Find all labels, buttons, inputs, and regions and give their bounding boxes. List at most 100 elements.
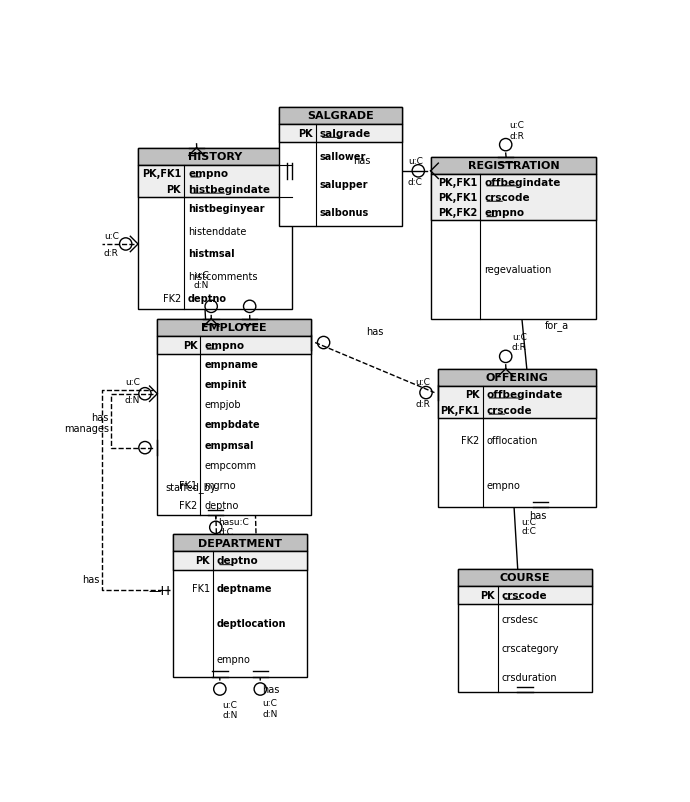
Text: empno: empno	[204, 340, 244, 350]
Text: has: has	[366, 327, 384, 337]
Bar	[157, 319, 311, 516]
Text: u:C: u:C	[126, 378, 140, 387]
Text: has: has	[91, 412, 109, 423]
Text: offbegindate: offbegindate	[484, 177, 560, 188]
Bar	[438, 387, 596, 419]
Text: empno: empno	[484, 209, 524, 218]
Text: crsduration: crsduration	[502, 673, 558, 683]
Text: —H: —H	[148, 584, 170, 597]
Text: offbegindate: offbegindate	[486, 389, 563, 399]
Text: u:C
d:N: u:C d:N	[222, 700, 237, 719]
Bar	[457, 569, 592, 692]
Text: PK: PK	[183, 340, 197, 350]
Bar	[431, 158, 596, 319]
Text: PK: PK	[480, 590, 495, 601]
Bar	[157, 319, 311, 336]
Text: PK: PK	[166, 184, 181, 195]
Text: PK,FK1: PK,FK1	[438, 177, 477, 188]
Text: empmsal: empmsal	[204, 440, 254, 450]
Text: u:C: u:C	[415, 378, 431, 387]
Text: empno: empno	[217, 654, 251, 664]
Text: crscode: crscode	[502, 590, 547, 601]
Text: crscode: crscode	[486, 405, 532, 415]
Text: d:R: d:R	[104, 249, 119, 257]
Text: FK1: FK1	[192, 583, 210, 593]
Text: regevaluation: regevaluation	[484, 265, 551, 275]
Text: d:C: d:C	[522, 526, 537, 535]
Text: histcomments: histcomments	[188, 271, 257, 282]
Bar	[138, 148, 292, 310]
Text: PK: PK	[298, 129, 313, 139]
Text: DEPARTMENT: DEPARTMENT	[198, 538, 282, 548]
Text: REGISTRATION: REGISTRATION	[468, 161, 559, 171]
Text: salbonus: salbonus	[319, 208, 369, 218]
Text: deptname: deptname	[217, 583, 273, 593]
Text: d:C: d:C	[218, 527, 233, 536]
Text: PK: PK	[465, 389, 480, 399]
Text: histbeginyear: histbeginyear	[188, 204, 264, 214]
Text: histbegindate: histbegindate	[188, 184, 270, 195]
Bar	[438, 369, 596, 387]
Bar	[431, 158, 596, 175]
Text: deptno: deptno	[204, 500, 239, 510]
Bar	[279, 124, 402, 143]
Text: offlocation: offlocation	[486, 435, 538, 446]
Text: histmsal: histmsal	[188, 249, 235, 259]
Text: empcomm: empcomm	[204, 460, 256, 470]
Text: HISTORY: HISTORY	[188, 152, 242, 162]
Text: u:C: u:C	[522, 517, 537, 526]
Text: empno: empno	[486, 480, 520, 490]
Text: u:C
d:N: u:C d:N	[263, 699, 278, 718]
Bar	[138, 148, 292, 165]
Text: crsdesc: crsdesc	[502, 614, 539, 624]
Text: d:N: d:N	[125, 395, 140, 405]
Text: deptno: deptno	[217, 556, 259, 565]
Text: u:C: u:C	[104, 232, 119, 241]
Text: empname: empname	[204, 359, 258, 370]
Text: empbdate: empbdate	[204, 420, 260, 430]
Text: u:C
d:R: u:C d:R	[512, 333, 526, 352]
Text: u:C: u:C	[408, 156, 423, 165]
Text: PK: PK	[195, 556, 210, 565]
Text: deptno: deptno	[188, 294, 227, 304]
Text: hasu:C: hasu:C	[218, 517, 249, 527]
Bar	[438, 369, 596, 508]
Text: mgrno: mgrno	[204, 480, 236, 490]
Text: EMPLOYEE: EMPLOYEE	[201, 322, 267, 333]
Bar	[431, 175, 596, 221]
Text: has: has	[529, 510, 546, 520]
Bar	[172, 535, 308, 677]
Text: salupper: salupper	[319, 180, 368, 190]
Text: empinit: empinit	[204, 380, 246, 390]
Text: has: has	[263, 685, 280, 695]
Text: PK,FK2: PK,FK2	[438, 209, 477, 218]
Bar	[279, 107, 402, 124]
Text: SALGRADE: SALGRADE	[307, 111, 374, 121]
Text: crscode: crscode	[484, 192, 530, 203]
Text: has: has	[353, 156, 370, 165]
Bar	[279, 107, 402, 227]
Text: FK2: FK2	[179, 500, 197, 510]
Text: deptlocation: deptlocation	[217, 618, 286, 629]
Text: staffed_by: staffed_by	[165, 481, 216, 492]
Bar	[172, 552, 308, 570]
Text: FK2: FK2	[163, 294, 181, 304]
Text: crscategory: crscategory	[502, 643, 560, 654]
Text: PK,FK1: PK,FK1	[142, 168, 181, 179]
Text: for_a: for_a	[545, 319, 569, 330]
Text: manages: manages	[63, 423, 109, 434]
Text: sallower: sallower	[319, 152, 366, 162]
Text: empjob: empjob	[204, 400, 241, 410]
Text: histenddate: histenddate	[188, 226, 246, 237]
Bar	[457, 569, 592, 586]
Bar	[138, 165, 292, 198]
Text: u:C
d:N: u:C d:N	[193, 270, 209, 290]
Bar	[157, 336, 311, 354]
Text: u:C
d:R: u:C d:R	[509, 121, 524, 140]
Bar	[172, 535, 308, 552]
Text: PK,FK1: PK,FK1	[440, 405, 480, 415]
Text: salgrade: salgrade	[319, 129, 371, 139]
Text: empno: empno	[188, 168, 228, 179]
Text: PK,FK1: PK,FK1	[438, 192, 477, 203]
Text: has: has	[82, 574, 99, 584]
